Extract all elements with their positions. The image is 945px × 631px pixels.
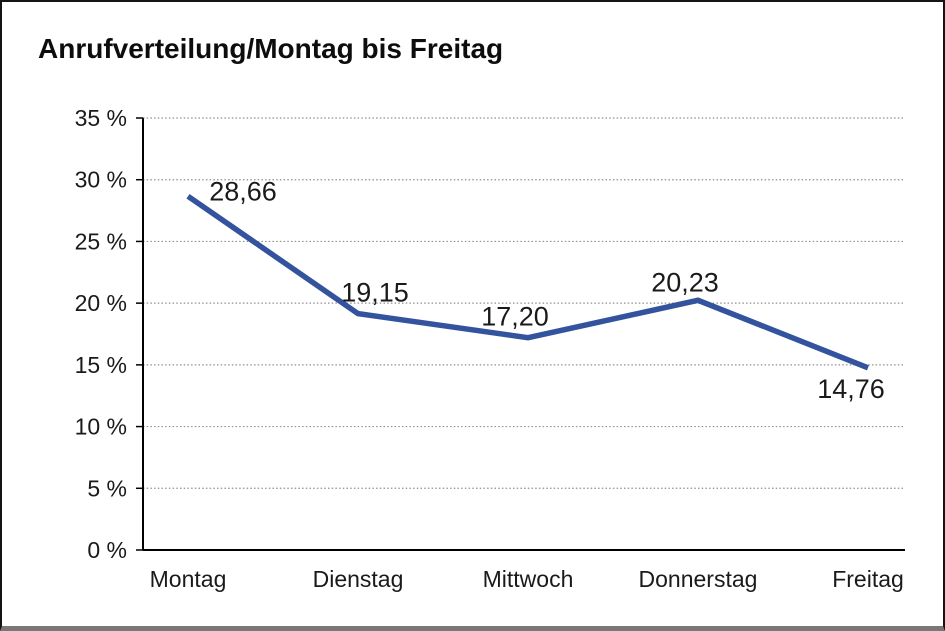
x-category-label: Dienstag	[313, 566, 404, 592]
y-tick-label: 20 %	[75, 290, 127, 316]
y-tick-label: 0 %	[87, 537, 127, 563]
y-tick-label: 15 %	[75, 352, 127, 378]
y-tick-label: 25 %	[75, 228, 127, 254]
x-category-label: Donnerstag	[639, 566, 758, 592]
x-category-label: Mittwoch	[483, 566, 574, 592]
y-tick-label: 5 %	[87, 475, 127, 501]
data-point-label: 14,76	[817, 374, 885, 404]
data-line	[186, 193, 870, 371]
y-tick-label: 35 %	[75, 105, 127, 131]
x-category-label: Montag	[150, 566, 227, 592]
data-point-label: 19,15	[341, 278, 409, 308]
x-category-label: Freitag	[832, 566, 904, 592]
y-tick-label: 10 %	[75, 414, 127, 440]
y-tick-label: 30 %	[75, 167, 127, 193]
data-point-label: 20,23	[651, 267, 719, 297]
data-point-label: 28,66	[209, 176, 277, 206]
chart-title: Anrufverteilung/Montag bis Freitag	[38, 33, 504, 64]
data-point-label: 17,20	[481, 302, 549, 332]
